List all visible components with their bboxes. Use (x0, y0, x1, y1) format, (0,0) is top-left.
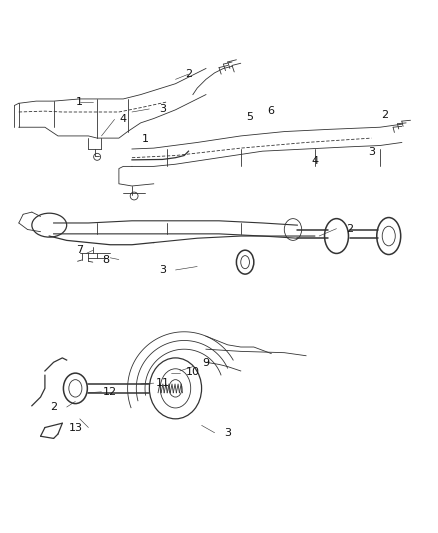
Text: 13: 13 (68, 423, 82, 433)
Text: 2: 2 (185, 69, 192, 79)
Text: 2: 2 (50, 402, 57, 412)
Text: 3: 3 (368, 148, 375, 157)
Text: 4: 4 (120, 115, 127, 124)
Text: 3: 3 (159, 265, 166, 275)
Text: 9: 9 (202, 358, 209, 368)
Text: 5: 5 (246, 112, 253, 122)
Text: 6: 6 (268, 106, 275, 116)
Text: 2: 2 (381, 110, 388, 119)
Text: 11: 11 (155, 378, 170, 388)
Text: 12: 12 (103, 387, 117, 397)
Text: 3: 3 (159, 104, 166, 114)
Text: 1: 1 (76, 98, 83, 108)
Text: 7: 7 (76, 245, 83, 255)
Text: 1: 1 (141, 134, 148, 144)
Text: 3: 3 (224, 428, 231, 438)
Text: 10: 10 (186, 367, 200, 377)
Text: 4: 4 (311, 156, 318, 166)
Text: 8: 8 (102, 255, 110, 264)
Text: 2: 2 (346, 224, 353, 233)
